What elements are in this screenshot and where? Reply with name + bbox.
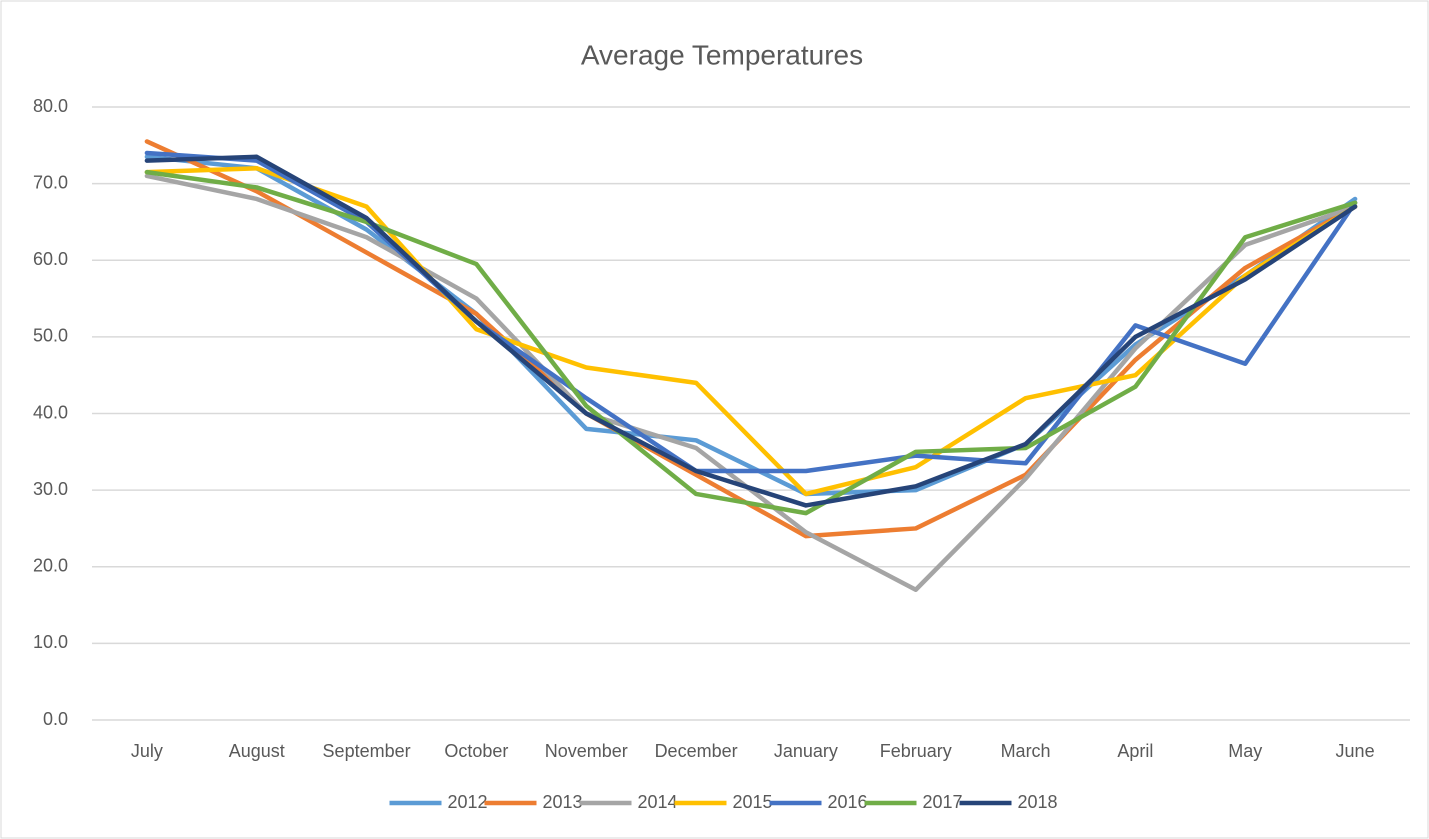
legend-label: 2013 (543, 792, 583, 812)
legend-label: 2016 (828, 792, 868, 812)
legend-label: 2012 (448, 792, 488, 812)
legend-label: 2017 (923, 792, 963, 812)
x-tick-label: August (229, 741, 285, 761)
legend-label: 2014 (638, 792, 678, 812)
y-tick-label: 80.0 (33, 96, 68, 116)
y-tick-label: 30.0 (33, 479, 68, 499)
x-tick-label: March (1001, 741, 1051, 761)
y-tick-label: 20.0 (33, 556, 68, 576)
chart-title: Average Temperatures (581, 39, 863, 70)
x-tick-label: June (1336, 741, 1375, 761)
x-tick-label: January (774, 741, 838, 761)
y-tick-label: 0.0 (43, 709, 68, 729)
y-tick-label: 40.0 (33, 402, 68, 422)
legend-label: 2018 (1018, 792, 1058, 812)
y-tick-label: 70.0 (33, 172, 68, 192)
x-tick-label: February (880, 741, 952, 761)
legend-label: 2015 (733, 792, 773, 812)
x-tick-label: April (1117, 741, 1153, 761)
x-tick-label: May (1228, 741, 1262, 761)
series-line (144, 169, 1358, 516)
y-tick-label: 50.0 (33, 326, 68, 346)
series-line (144, 154, 1358, 508)
x-tick-label: September (323, 741, 411, 761)
series-line (144, 150, 1358, 474)
x-tick-label: October (444, 741, 508, 761)
y-tick-label: 60.0 (33, 249, 68, 269)
x-tick-label: December (655, 741, 738, 761)
x-tick-label: July (131, 741, 163, 761)
y-tick-label: 10.0 (33, 632, 68, 652)
x-tick-label: November (545, 741, 628, 761)
